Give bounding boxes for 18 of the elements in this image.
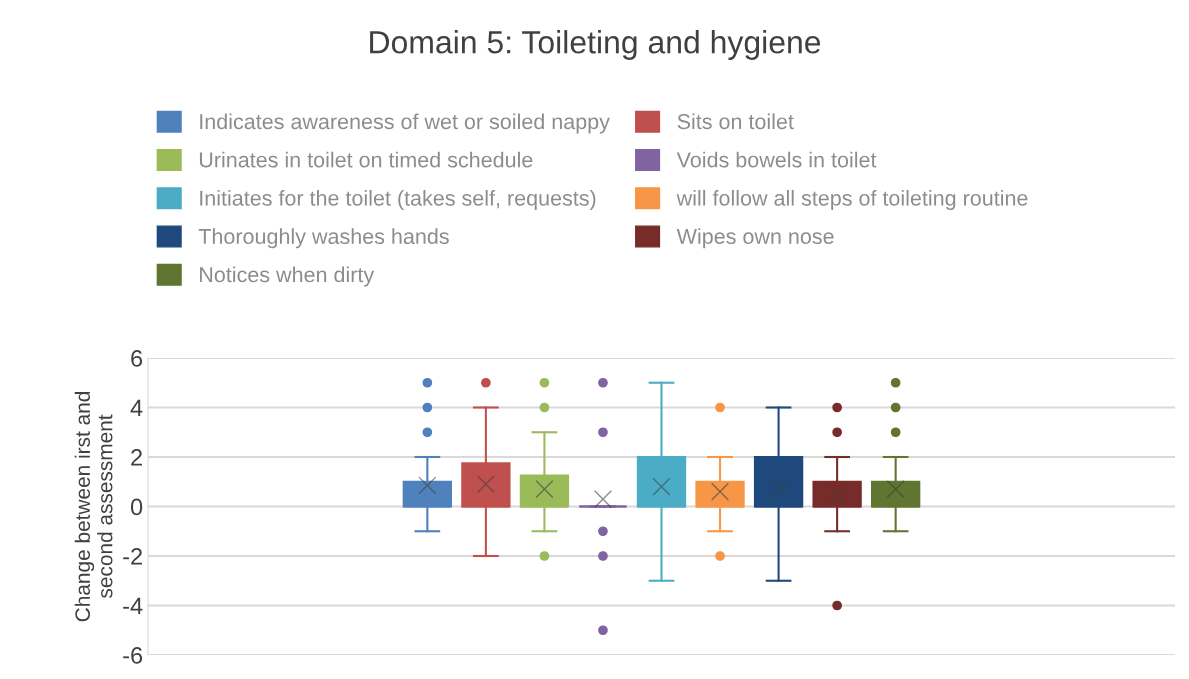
legend-label: Initiates for the toilet (takes self, requests) bbox=[200, 189, 596, 211]
legend-label: Indicates awareness of wet or soiled nappy bbox=[200, 113, 610, 134]
legend-label: Voids bowels in toilet bbox=[676, 151, 877, 168]
y-tick-label: 2 bbox=[131, 449, 142, 466]
y-axis-title: Change between irst and second assessment bbox=[74, 392, 113, 622]
y-tick-label: 4 bbox=[130, 399, 143, 417]
legend-label: Sits on toilet bbox=[677, 113, 794, 130]
legend-label: Thoroughly washes hands bbox=[198, 228, 449, 249]
chart-title: Domain 5: Toileting and hygiene bbox=[370, 30, 821, 60]
legend-label: Urinates in toilet on timed schedule bbox=[199, 151, 533, 168]
y-tick-label: -6 bbox=[123, 647, 143, 664]
legend-label: Notices when dirty bbox=[200, 266, 375, 287]
y-tick-label: 0 bbox=[130, 498, 143, 516]
y-tick-label: 6 bbox=[131, 350, 143, 367]
legend-label: will follow all steps of toileting routine bbox=[676, 189, 1028, 211]
legend-label: Wipes own nose bbox=[676, 228, 834, 249]
y-tick-label: -4 bbox=[123, 597, 143, 615]
y-tick-label: -2 bbox=[123, 548, 142, 565]
